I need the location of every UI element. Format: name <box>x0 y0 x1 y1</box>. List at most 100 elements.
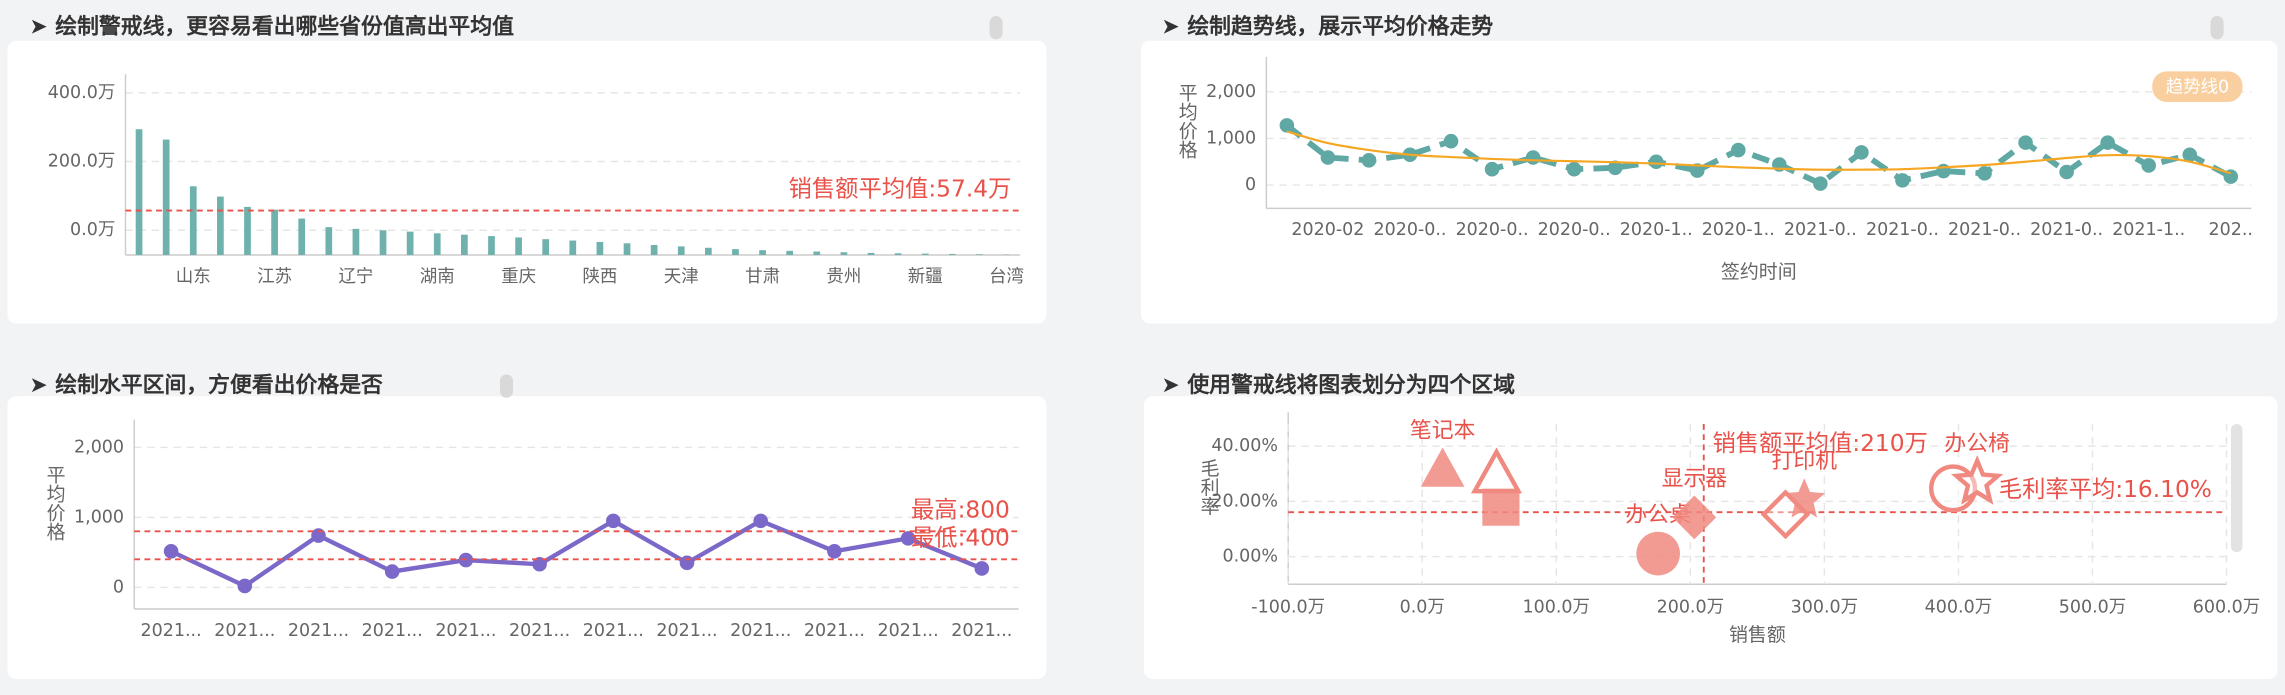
x-tick-label: 2021... <box>656 621 717 641</box>
x-tick-label: 202.. <box>2209 220 2253 240</box>
y-tick-label: 0.00% <box>1223 547 1279 567</box>
x-tick-label: 2021... <box>804 621 865 641</box>
bar <box>162 139 170 255</box>
bar <box>596 241 604 255</box>
x-tick-label: 600.0万 <box>2193 598 2260 618</box>
point <box>1731 142 1746 158</box>
x-tick-label: 新疆 <box>908 267 943 287</box>
point <box>1648 154 1664 170</box>
bar <box>135 129 143 255</box>
bar <box>542 239 550 255</box>
point <box>1361 153 1377 168</box>
y-axis-label: 平均价格 <box>44 465 66 541</box>
x-tick-label: 2020-0.. <box>1373 220 1446 240</box>
x-tick-label: 2021... <box>730 621 791 641</box>
y-tick-label: 0 <box>113 577 124 597</box>
point <box>163 544 179 559</box>
toggle-icon <box>499 374 514 398</box>
x-tick-label: 300.0万 <box>1791 598 1858 618</box>
point <box>532 556 547 572</box>
x-tick-label: 2021... <box>951 621 1012 641</box>
point <box>679 555 695 571</box>
x-tick-label: 辽宁 <box>338 267 373 287</box>
x-tick-label: 500.0万 <box>2059 598 2126 618</box>
y-tick-label: 1,000 <box>74 507 124 527</box>
y-tick-label: 0 <box>1245 175 1256 195</box>
x-tick-label: 2021-0.. <box>1948 220 2021 240</box>
x-tick-label: 2021-0.. <box>1866 220 1939 240</box>
point <box>974 561 990 576</box>
bar <box>515 237 522 255</box>
x-tick-label: 2021... <box>878 621 939 641</box>
chart-title: ➤ 绘制趋势线，展示平均价格走势 <box>1161 14 1493 40</box>
x-tick-label: 400.0万 <box>1925 598 1992 618</box>
point-label: 打印机 <box>1772 449 1838 474</box>
y-tick-label: 40.00% <box>1211 436 1278 456</box>
point <box>900 531 916 546</box>
point <box>753 513 768 529</box>
x-tick-label: 2020-0.. <box>1456 220 1529 240</box>
bar <box>325 227 333 255</box>
bar <box>217 196 224 255</box>
x-tick-label: 重庆 <box>501 267 536 287</box>
x-tick-label: 江苏 <box>257 267 292 287</box>
y-axis-label: 平均价格 <box>1176 83 1198 159</box>
point <box>2059 164 2074 180</box>
bar <box>406 231 414 255</box>
bar <box>433 233 441 255</box>
scatter-point <box>1636 531 1681 576</box>
x-tick-label: 2020-02 <box>1291 220 1364 240</box>
bar <box>298 218 306 255</box>
x-tick-label: 2021... <box>583 621 644 641</box>
scatter-point <box>1783 478 1826 518</box>
y-tick-label: 200.0万 <box>48 152 115 172</box>
x-tick-label: 2020-1.. <box>1620 220 1693 240</box>
point <box>1689 163 1705 178</box>
point-label: 办公椅 <box>1944 432 2010 457</box>
point <box>1566 161 1582 177</box>
bar <box>677 246 685 255</box>
point <box>1279 118 1295 133</box>
point <box>1484 161 1500 177</box>
bar <box>840 252 848 255</box>
y-tick-label: 400.0万 <box>48 83 115 103</box>
point <box>1977 166 1992 181</box>
bar <box>352 228 360 255</box>
x-tick-label: 贵州 <box>826 267 861 287</box>
bar <box>650 245 658 255</box>
scatter-point <box>1672 495 1717 540</box>
x-tick-label: 2021... <box>288 621 349 641</box>
bar <box>623 243 631 255</box>
bar <box>759 250 766 255</box>
x-tick-label: 2021... <box>214 621 275 641</box>
bar <box>786 250 794 255</box>
point <box>384 564 400 579</box>
x-axis-label: 销售额 <box>1729 624 1786 646</box>
chart-title: ➤ 绘制水平区间，方便看出价格是否 <box>29 372 383 398</box>
scatter-point <box>1950 455 2004 505</box>
bar <box>271 209 278 255</box>
panel <box>1141 40 2278 324</box>
scrollbar <box>2230 423 2243 553</box>
mark-line-label: 最高:800 <box>911 496 1010 523</box>
bar <box>948 253 956 255</box>
point <box>1320 150 1336 165</box>
point-label: 显示器 <box>1662 467 1728 492</box>
point-label: 笔记本 <box>1410 418 1476 443</box>
x-tick-label: 2020-1.. <box>1702 220 1775 240</box>
bar <box>894 253 902 255</box>
y-axis-label: 毛利率 <box>1198 458 1220 515</box>
x-tick-label: 陕西 <box>582 267 617 287</box>
point <box>1607 160 1623 176</box>
point <box>237 578 253 594</box>
y-tick-label: 0.0万 <box>70 220 115 240</box>
x-tick-label: 湖南 <box>420 267 455 287</box>
mark-line-label: 销售额平均值:57.4万 <box>789 176 1012 203</box>
x-tick-label: 山东 <box>176 267 211 287</box>
y-tick-label: 2,000 <box>1206 82 1256 102</box>
bar <box>867 252 875 255</box>
x-tick-label: 甘肃 <box>745 267 780 287</box>
bar <box>732 249 739 255</box>
y-tick-label: 2,000 <box>74 437 124 457</box>
